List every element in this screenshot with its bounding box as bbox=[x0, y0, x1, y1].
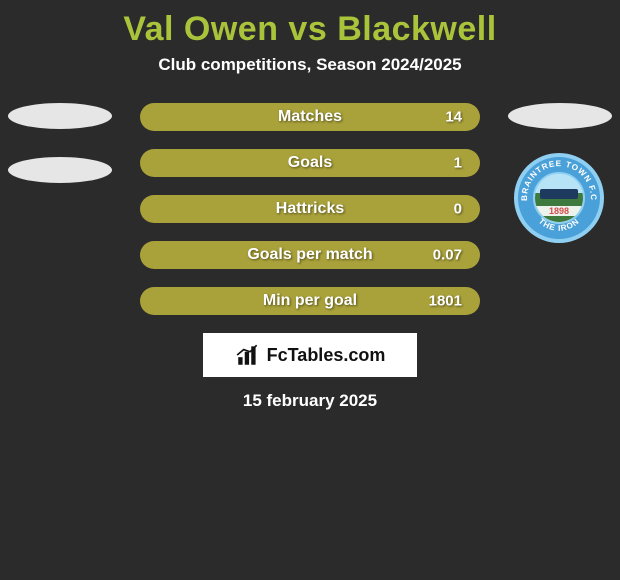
bar-gpm-label: Goals per match bbox=[247, 246, 372, 264]
bar-matches-label: Matches bbox=[278, 108, 342, 126]
bar-gpm-value: 0.07 bbox=[433, 247, 462, 264]
left-placeholder-group bbox=[8, 103, 112, 211]
crest-inner-scene: 1898 bbox=[533, 172, 585, 224]
bar-mpg-value: 1801 bbox=[429, 293, 462, 310]
stat-bars: Matches 14 Goals 1 Hattricks 0 Goals per… bbox=[140, 103, 480, 315]
left-placeholder-1 bbox=[8, 103, 112, 129]
bar-goals-per-match: Goals per match 0.07 bbox=[140, 241, 480, 269]
bar-hattricks: Hattricks 0 bbox=[140, 195, 480, 223]
bar-hattricks-label: Hattricks bbox=[276, 200, 344, 218]
page-title: Val Owen vs Blackwell bbox=[0, 0, 620, 55]
right-placeholder-group bbox=[508, 103, 612, 129]
brand-box: FcTables.com bbox=[203, 333, 417, 377]
bar-mpg-label: Min per goal bbox=[263, 292, 357, 310]
crest-bridge bbox=[540, 189, 578, 199]
bar-matches-value: 14 bbox=[445, 109, 462, 126]
bar-hattricks-value: 0 bbox=[454, 201, 462, 218]
left-placeholder-2 bbox=[8, 157, 112, 183]
club-crest: BRAINTREE TOWN F.C THE IRON 1898 bbox=[514, 153, 604, 243]
right-placeholder bbox=[508, 103, 612, 129]
crest-year: 1898 bbox=[535, 206, 583, 216]
brand-text: FcTables.com bbox=[267, 345, 386, 366]
page-subtitle: Club competitions, Season 2024/2025 bbox=[0, 55, 620, 75]
crest-outer-ring: BRAINTREE TOWN F.C THE IRON 1898 bbox=[514, 153, 604, 243]
bar-chart-icon bbox=[235, 342, 261, 368]
bar-goals-label: Goals bbox=[288, 154, 332, 172]
content-area: BRAINTREE TOWN F.C THE IRON 1898 Matches… bbox=[0, 103, 620, 411]
bar-goals: Goals 1 bbox=[140, 149, 480, 177]
date-line: 15 february 2025 bbox=[0, 391, 620, 411]
bar-goals-value: 1 bbox=[454, 155, 462, 172]
bar-min-per-goal: Min per goal 1801 bbox=[140, 287, 480, 315]
bar-matches: Matches 14 bbox=[140, 103, 480, 131]
